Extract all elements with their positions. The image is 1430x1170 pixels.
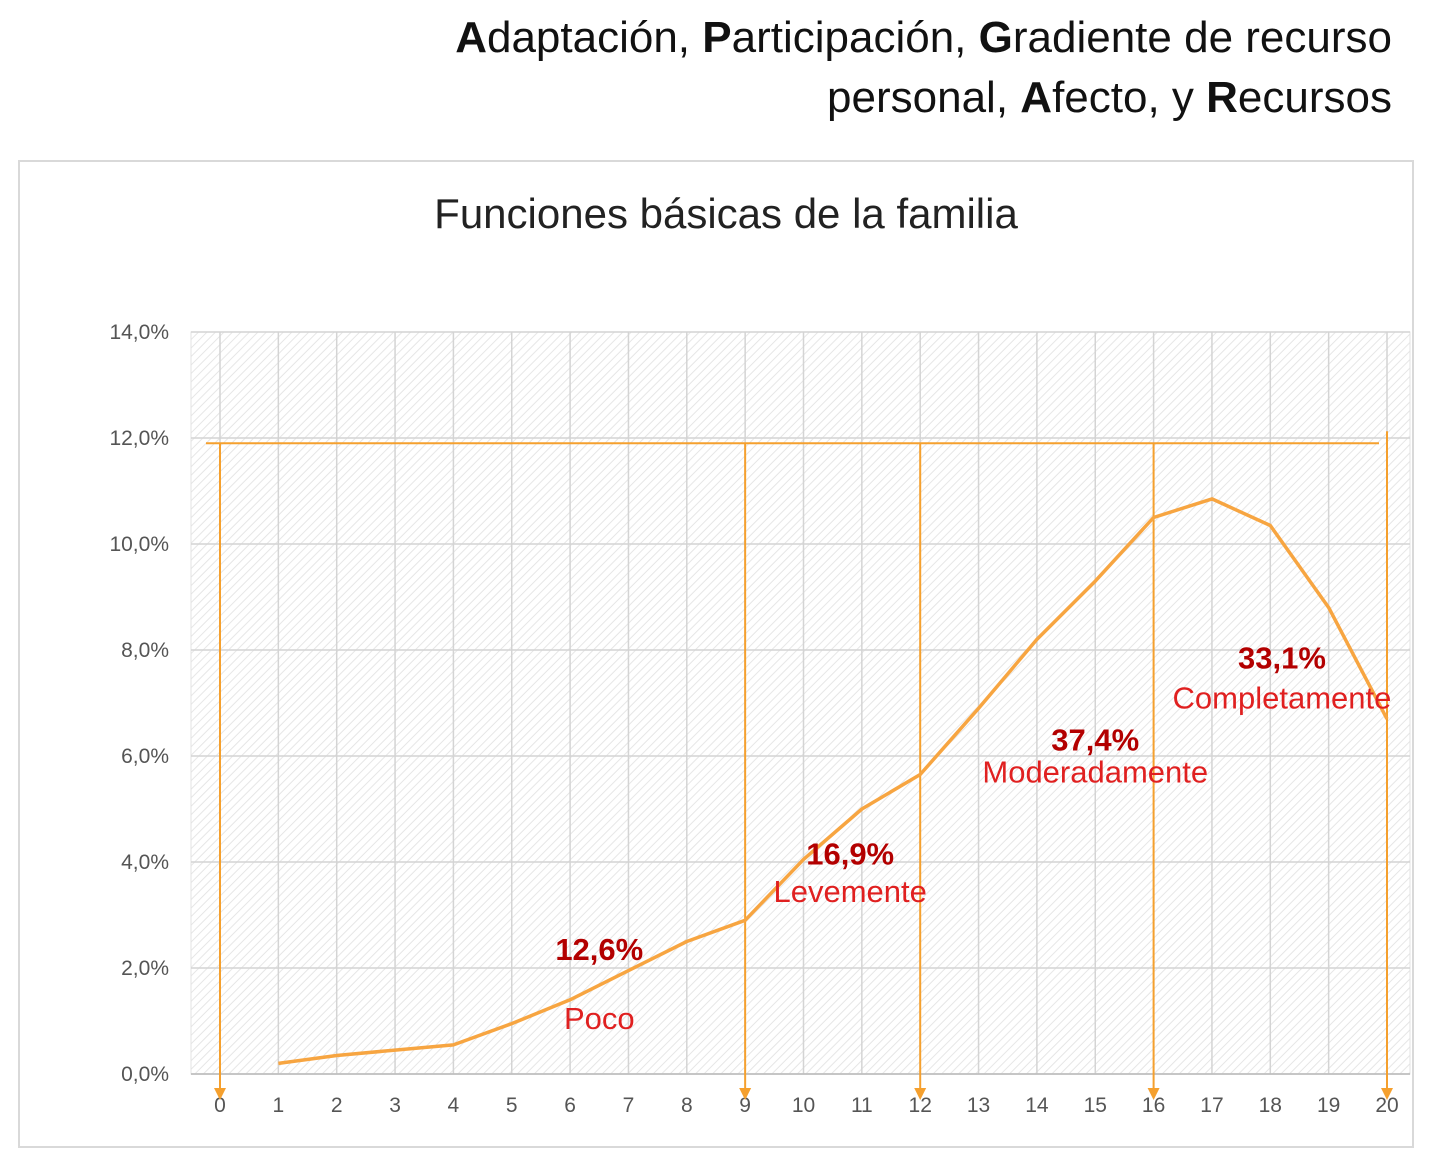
- x-tick-label: 20: [1375, 1094, 1398, 1117]
- chart-frame: Funciones básicas de la familia 0,0% 2,0%…: [18, 160, 1414, 1148]
- annotation-percent: 16,9%: [806, 837, 894, 872]
- header-text: ecursos: [1237, 73, 1392, 122]
- header-initial: A: [455, 13, 487, 62]
- x-tick-label: 17: [1200, 1094, 1223, 1117]
- annotation-percent: 37,4%: [1051, 723, 1139, 758]
- x-tick-label: 12: [909, 1094, 932, 1117]
- annotation-label: Completamente: [1173, 680, 1392, 715]
- x-tick-label: 18: [1259, 1094, 1282, 1117]
- y-tick-label: 12,0%: [109, 427, 169, 450]
- x-tick-label: 2: [331, 1094, 343, 1117]
- y-tick-label: 2,0%: [121, 957, 169, 980]
- x-tick-label: 1: [273, 1094, 285, 1117]
- header-line-1: Adaptación, Participación, Gradiente de …: [455, 8, 1392, 68]
- header-text: daptación,: [486, 13, 703, 62]
- y-tick-label: 8,0%: [121, 639, 169, 662]
- header-text: articipación,: [731, 13, 979, 62]
- header-initial: R: [1206, 73, 1238, 122]
- slide-header: Adaptación, Participación, Gradiente de …: [455, 8, 1392, 128]
- x-tick-label: 19: [1317, 1094, 1340, 1117]
- x-tick-label: 10: [792, 1094, 815, 1117]
- series-line: [278, 497, 1389, 1066]
- header-text: radiente de recurso: [1012, 13, 1392, 62]
- y-tick-label: 0,0%: [121, 1063, 169, 1086]
- header-text: personal,: [827, 73, 1021, 122]
- y-tick-label: 6,0%: [121, 745, 169, 768]
- annotation-percent: 12,6%: [555, 932, 643, 967]
- x-tick-label: 3: [389, 1094, 401, 1117]
- header-text: fecto, y: [1052, 73, 1207, 122]
- annotation-percent: 33,1%: [1238, 641, 1326, 676]
- x-tick-label: 0: [214, 1094, 226, 1117]
- line-chart: Funciones básicas de la familia 0,0% 2,0%…: [109, 190, 1411, 1117]
- x-tick-label: 11: [851, 1094, 873, 1117]
- x-tick-label: 8: [681, 1094, 693, 1117]
- header-initial: A: [1020, 73, 1053, 122]
- annotation-label: Moderadamente: [982, 755, 1208, 790]
- y-tick-label: 4,0%: [121, 851, 169, 874]
- x-tick-label: 16: [1142, 1094, 1165, 1117]
- x-tick-label: 7: [623, 1094, 635, 1117]
- y-tick-label: 14,0%: [109, 321, 169, 344]
- annotation-label: Poco: [564, 1001, 635, 1036]
- x-tick-label: 6: [564, 1094, 576, 1117]
- annotation-label: Levemente: [773, 874, 926, 909]
- x-tick-label: 4: [448, 1094, 460, 1117]
- x-tick-label: 15: [1084, 1094, 1107, 1117]
- x-tick-label: 9: [739, 1094, 751, 1117]
- x-tick-label: 14: [1025, 1094, 1049, 1117]
- header-initial: G: [978, 13, 1013, 62]
- plot-area: [190, 331, 1411, 1075]
- y-tick-label: 10,0%: [109, 533, 169, 556]
- header-line-2: personal, Afecto, y Recursos: [455, 68, 1392, 128]
- header-initial: P: [702, 13, 732, 62]
- x-tick-label: 13: [967, 1094, 990, 1117]
- chart-title: Funciones básicas de la familia: [434, 190, 1018, 237]
- x-tick-label: 5: [506, 1094, 518, 1117]
